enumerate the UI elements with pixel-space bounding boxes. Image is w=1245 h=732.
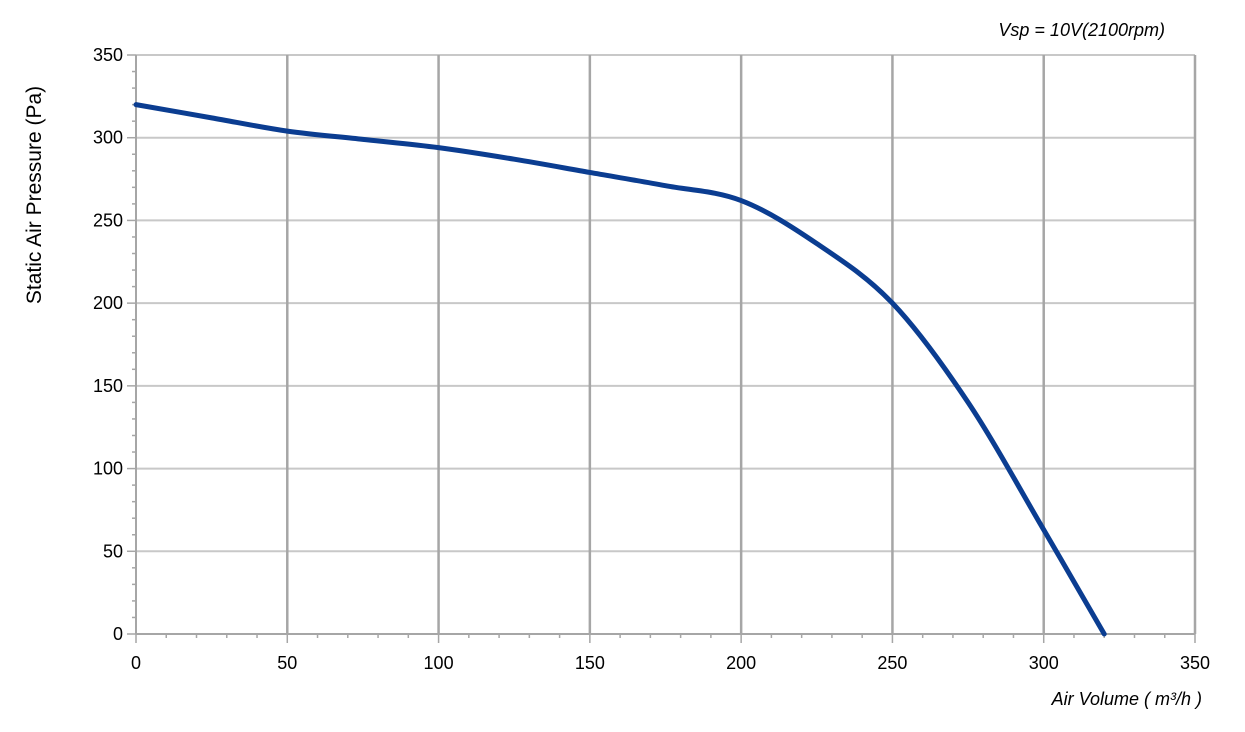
series-layer — [133, 102, 1107, 637]
y-tick-label: 0 — [113, 624, 123, 644]
x-tick-label: 50 — [277, 653, 297, 673]
x-axis-label: Air Volume ( m³/h ) — [1051, 689, 1202, 709]
x-tick-label: 100 — [424, 653, 454, 673]
grid — [136, 54, 1197, 634]
y-tick-label: 150 — [93, 376, 123, 396]
pressure-curve — [133, 102, 1107, 637]
y-axis-label: Static Air Pressure (Pa) — [23, 86, 46, 304]
axes — [127, 54, 1196, 643]
x-tick-label: 350 — [1180, 653, 1210, 673]
y-tick-label: 250 — [93, 210, 123, 230]
x-tick-label: 250 — [877, 653, 907, 673]
y-tick-label: 50 — [103, 541, 123, 561]
x-tick-label: 300 — [1029, 653, 1059, 673]
tick-labels: 0 50 100 150 200 250 300 350 0 50 100 150 200 250 300 3… — [93, 45, 1210, 673]
speed-annotation: Vsp = 10V(2100rpm) — [998, 20, 1165, 40]
x-tick-label: 150 — [575, 653, 605, 673]
y-tick-label: 300 — [93, 128, 123, 148]
x-tick-label: 200 — [726, 653, 756, 673]
y-tick-label: 100 — [93, 459, 123, 479]
y-tick-label: 200 — [93, 293, 123, 313]
x-tick-label: 0 — [131, 653, 141, 673]
y-tick-label: 350 — [93, 45, 123, 65]
